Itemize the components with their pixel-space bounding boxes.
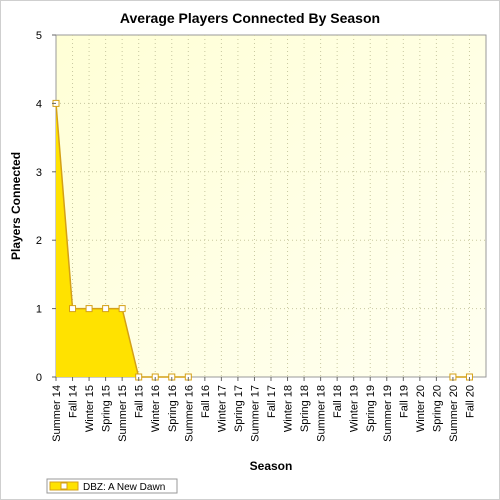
x-tick-label: Spring 18: [299, 385, 311, 432]
x-tick-label: Winter 19: [349, 385, 361, 432]
data-point: [118, 305, 126, 313]
x-tick-label: Winter 18: [283, 385, 295, 432]
x-tick-label: Fall 16: [200, 385, 212, 418]
x-tick-label: Summer 17: [249, 385, 261, 442]
x-tick-label: Summer 14: [51, 385, 63, 442]
data-point: [85, 305, 93, 313]
x-tick-label: Summer 15: [117, 385, 129, 442]
x-tick-label: Summer 19: [382, 385, 394, 442]
x-tick-label: Fall 15: [134, 385, 146, 418]
grid-lines: [56, 35, 486, 377]
y-axis-label: Players Connected: [9, 152, 23, 260]
x-tick-label: Spring 20: [431, 385, 443, 432]
x-tick-label: Spring 15: [101, 385, 113, 432]
y-tick-label: 4: [36, 98, 42, 110]
chart-title: Average Players Connected By Season: [120, 10, 380, 26]
y-tick-label: 2: [36, 235, 42, 247]
y-tick-label: 5: [36, 30, 42, 42]
legend: DBZ: A New Dawn: [46, 478, 178, 494]
y-tick-label: 1: [36, 304, 42, 316]
x-tick-label: Spring 19: [365, 385, 377, 432]
x-tick-label: Winter 16: [150, 385, 162, 432]
data-point: [102, 305, 110, 313]
x-tick-label: Winter 20: [415, 385, 427, 432]
x-tick-label: Fall 14: [68, 385, 80, 418]
x-tick-label: Summer 18: [316, 385, 328, 442]
x-tick-label: Fall 17: [266, 385, 278, 418]
x-tick-label: Fall 18: [332, 385, 344, 418]
x-tick-label: Winter 15: [84, 385, 96, 432]
legend-marker: [60, 482, 68, 490]
x-tick-label: Fall 19: [398, 385, 410, 418]
y-tick-label: 0: [36, 372, 42, 384]
x-tick-label: Summer 16: [183, 385, 195, 442]
x-tick-label: Spring 17: [233, 385, 245, 432]
x-tick-label: Fall 20: [464, 385, 476, 418]
x-axis-label: Season: [250, 459, 293, 473]
x-tick-label: Summer 20: [448, 385, 460, 442]
y-axis-ticks: 0 1 2 3 4 5: [36, 30, 56, 384]
data-point: [69, 305, 77, 313]
y-tick-label: 3: [36, 167, 42, 179]
legend-label: DBZ: A New Dawn: [83, 482, 165, 493]
x-axis-ticks: Summer 14 Fall 14 Winter 15 Spring 15 Summer…: [51, 377, 476, 442]
x-tick-label: Spring 16: [167, 385, 179, 432]
legend-box: [46, 478, 178, 494]
x-tick-label: Winter 17: [216, 385, 228, 432]
